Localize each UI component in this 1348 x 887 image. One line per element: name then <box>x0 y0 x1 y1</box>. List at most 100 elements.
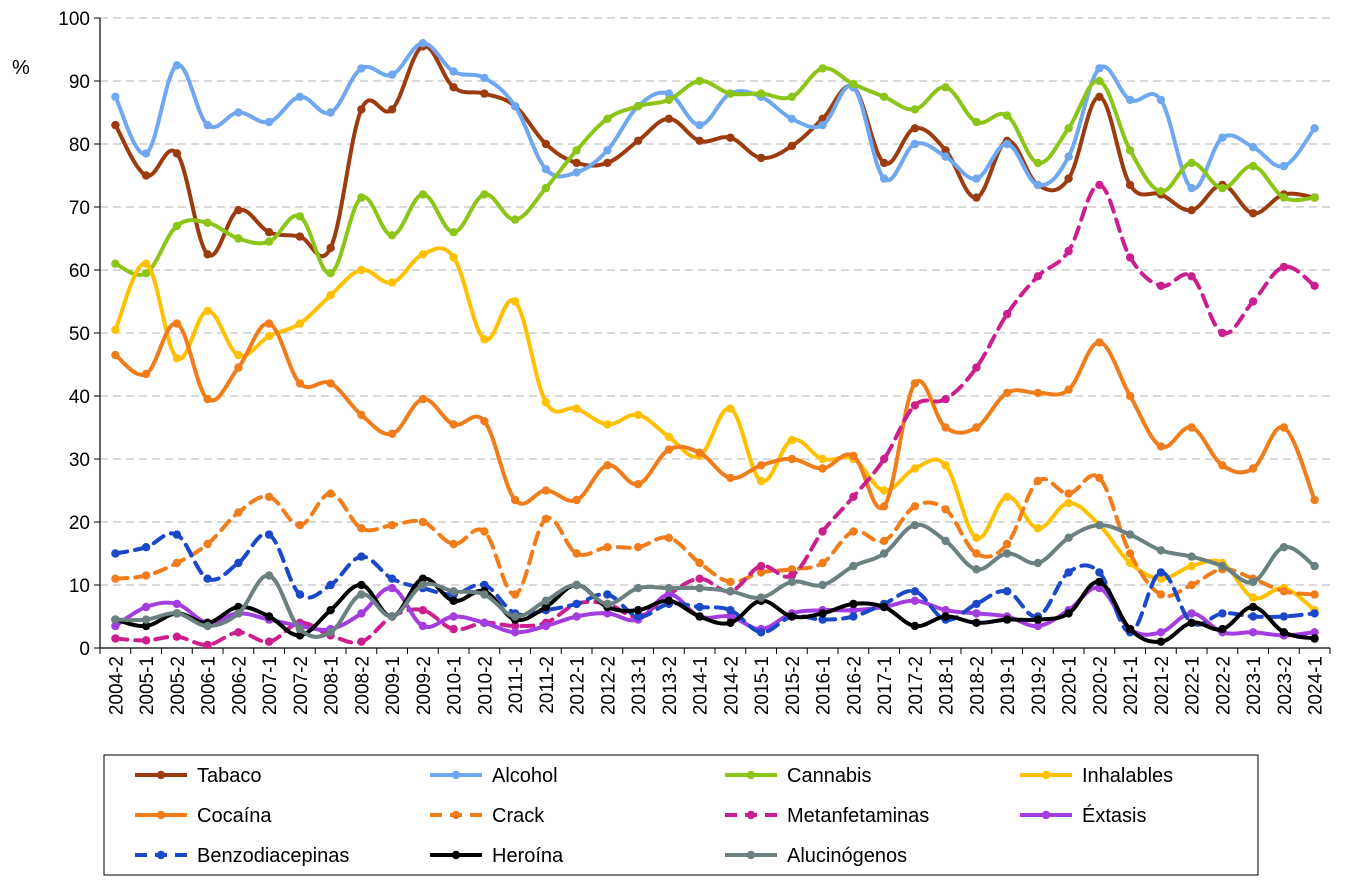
data-point <box>941 505 950 514</box>
data-point <box>234 234 243 243</box>
data-point <box>449 587 458 596</box>
data-point <box>787 577 797 587</box>
data-point <box>1187 618 1196 627</box>
data-point <box>726 587 735 596</box>
data-point <box>1002 111 1012 120</box>
data-point <box>787 92 797 102</box>
data-point <box>1279 423 1289 432</box>
data-point <box>1156 187 1166 196</box>
data-point <box>972 565 981 574</box>
x-tick-label: 2022-1 <box>1183 656 1204 715</box>
data-point <box>172 61 182 70</box>
data-point <box>295 92 305 102</box>
data-point <box>111 259 120 268</box>
data-point <box>1095 520 1104 530</box>
data-point <box>449 596 458 605</box>
series-line <box>113 246 1317 613</box>
legend-marker <box>1041 770 1051 780</box>
data-point <box>1095 568 1104 577</box>
data-point <box>572 495 581 505</box>
data-point <box>1095 92 1104 102</box>
data-point <box>326 628 335 637</box>
x-tick-label: 2010-2 <box>475 656 496 715</box>
data-point <box>1156 95 1166 105</box>
data-point <box>941 612 950 621</box>
data-point <box>603 543 612 552</box>
data-point <box>572 599 581 609</box>
data-point <box>357 637 366 646</box>
data-point <box>172 149 182 158</box>
data-point <box>726 612 735 621</box>
x-tick-label: 2020-1 <box>1060 656 1081 715</box>
data-point <box>172 558 182 568</box>
series-line <box>113 41 1317 191</box>
data-point <box>203 250 212 259</box>
data-point <box>357 265 366 275</box>
data-point <box>541 621 551 631</box>
data-point <box>418 190 428 199</box>
legend-item-extasis: Éxtasis <box>1020 804 1146 827</box>
data-point <box>295 590 305 599</box>
data-point <box>1187 206 1196 215</box>
data-point <box>1033 558 1043 568</box>
data-point <box>1156 628 1166 637</box>
data-point <box>1125 624 1135 634</box>
data-point <box>1095 76 1104 86</box>
data-point <box>1064 533 1073 542</box>
data-point <box>1156 574 1166 583</box>
x-tick-label: 2019-1 <box>998 656 1019 715</box>
data-point <box>879 158 889 168</box>
data-point <box>726 404 735 413</box>
data-point <box>664 533 674 542</box>
data-point <box>1187 183 1196 193</box>
x-tick-label: 2013-1 <box>629 656 650 715</box>
data-point <box>295 379 305 388</box>
data-point <box>264 331 274 341</box>
x-tick-label: 2021-1 <box>1121 656 1142 715</box>
data-point <box>941 461 950 470</box>
data-point <box>1125 253 1135 262</box>
data-point <box>480 580 489 590</box>
data-point <box>1310 561 1319 571</box>
data-point <box>1279 587 1289 596</box>
data-point <box>1064 609 1073 618</box>
data-point <box>910 596 920 605</box>
data-point <box>910 105 920 114</box>
data-point <box>1187 609 1196 618</box>
x-tick-label: 2006-2 <box>229 656 250 715</box>
legend-marker <box>156 770 166 780</box>
x-tick-label: 2012-2 <box>598 656 619 715</box>
data-point <box>111 350 120 360</box>
x-tick-label: 2014-2 <box>721 656 742 715</box>
data-point <box>1248 612 1258 621</box>
data-point <box>1187 552 1196 561</box>
data-point <box>418 606 428 615</box>
data-point <box>572 549 581 558</box>
data-point <box>510 495 520 505</box>
series-cocaina <box>111 319 1319 511</box>
x-tick-label: 2018-1 <box>937 656 958 715</box>
x-tick-label: 2008-2 <box>352 656 373 715</box>
data-point <box>1187 158 1196 168</box>
data-point <box>818 527 827 536</box>
data-point <box>449 67 458 76</box>
data-point <box>1218 328 1227 338</box>
x-tick-label: 2021-2 <box>1152 656 1173 715</box>
series-inhalables <box>111 246 1319 615</box>
data-point <box>941 536 950 546</box>
data-point <box>756 476 766 486</box>
x-tick-label: 2011-1 <box>506 656 527 714</box>
data-point <box>1248 464 1258 473</box>
data-point <box>234 363 243 372</box>
data-point <box>172 632 182 641</box>
data-point <box>357 580 366 590</box>
data-point <box>756 593 766 602</box>
data-point <box>172 530 182 539</box>
data-point <box>203 640 212 650</box>
data-point <box>756 461 766 470</box>
legend-item-alucinogenos: Alucinógenos <box>725 845 907 867</box>
data-point <box>418 517 428 527</box>
x-tick-label: 2009-2 <box>414 656 435 715</box>
legend-marker <box>156 810 166 820</box>
legend-marker <box>1041 810 1051 820</box>
